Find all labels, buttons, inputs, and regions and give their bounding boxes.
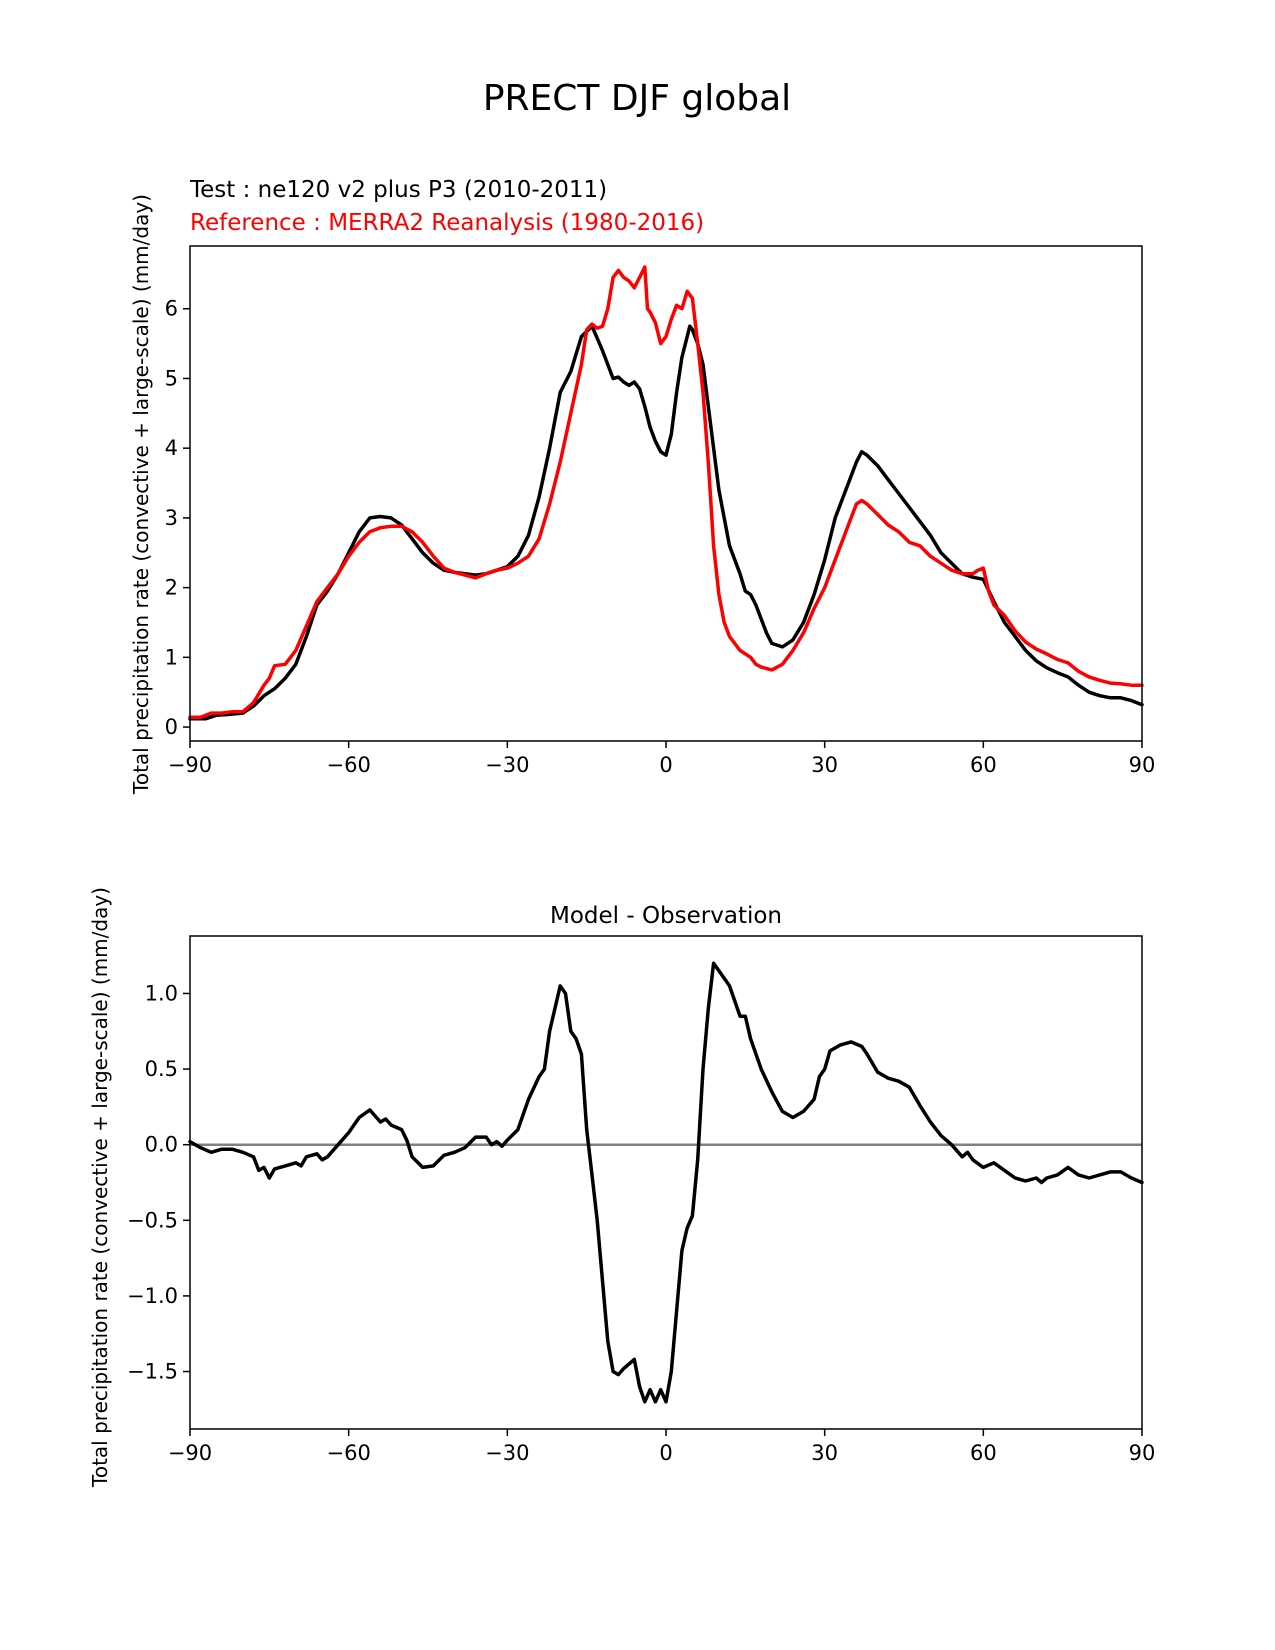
bottom-y-tick-label: −1.5 (127, 1360, 178, 1384)
top-x-tick-label: 60 (970, 753, 997, 777)
top-x-tick-label: −30 (485, 753, 529, 777)
top-reference-label: Reference : MERRA2 Reanalysis (1980-2016… (190, 210, 704, 236)
bottom-x-tick-label: 60 (970, 1441, 997, 1465)
top-series-test-line (188, 324, 1144, 721)
bottom-y-tick-label: −0.5 (127, 1208, 178, 1232)
bottom-x-tick-label: −60 (327, 1441, 371, 1465)
top-y-tick-label: 6 (165, 297, 178, 321)
bottom-series-model-observation-line (188, 961, 1144, 1404)
bottom-series (188, 961, 1144, 1404)
bottom-y-tick-label: −1.0 (127, 1284, 178, 1308)
top-y-tick-label: 2 (165, 576, 178, 600)
bottom-ticks: −90 −60 −30 0 30 60 90 −1.5 −1.0 −0.5 0.0 0.5 1.0 (127, 981, 1155, 1465)
top-axes-frame (189, 245, 1143, 742)
bottom-axes-frame (189, 935, 1143, 1430)
top-y-tick-label: 4 (165, 436, 178, 460)
bottom-y-axis-label: Total precipitation rate (convective + l… (88, 887, 112, 1488)
top-series-reference-line (188, 265, 1144, 720)
figure-title: PRECT DJF global (483, 78, 791, 119)
top-y-tick-label: 5 (165, 366, 178, 390)
top-x-tick-label: −90 (168, 753, 212, 777)
top-x-tick-label: 30 (811, 753, 838, 777)
bottom-x-tick-label: −90 (168, 1441, 212, 1465)
bottom-x-tick-label: 30 (811, 1441, 838, 1465)
bottom-y-tick-label: 0.5 (145, 1057, 178, 1081)
top-y-tick-label: 1 (165, 645, 178, 669)
bottom-y-tick-label: 1.0 (145, 981, 178, 1005)
top-ticks: −90 −60 −30 0 30 60 90 0 1 2 3 4 5 6 (165, 297, 1156, 777)
top-y-tick-label: 0 (165, 715, 178, 739)
top-x-tick-label: −60 (327, 753, 371, 777)
top-series (188, 265, 1144, 721)
top-test-label: Test : ne120 v2 plus P3 (2010-2011) (189, 177, 607, 203)
top-y-axis-label: Total precipitation rate (convective + l… (129, 194, 153, 795)
bottom-y-tick-label: 0.0 (145, 1133, 178, 1157)
top-y-tick-label: 3 (165, 506, 178, 530)
top-x-tick-label: 90 (1129, 753, 1156, 777)
bottom-panel-title: Model - Observation (550, 903, 782, 929)
bottom-x-tick-label: −30 (485, 1441, 529, 1465)
top-panel: Test : ne120 v2 plus P3 (2010-2011) Refe… (129, 177, 1155, 795)
bottom-x-tick-label: 90 (1129, 1441, 1156, 1465)
top-x-tick-label: 0 (659, 753, 672, 777)
bottom-panel: Model - Observation Total precipitation … (88, 887, 1155, 1488)
bottom-x-tick-label: 0 (659, 1441, 672, 1465)
